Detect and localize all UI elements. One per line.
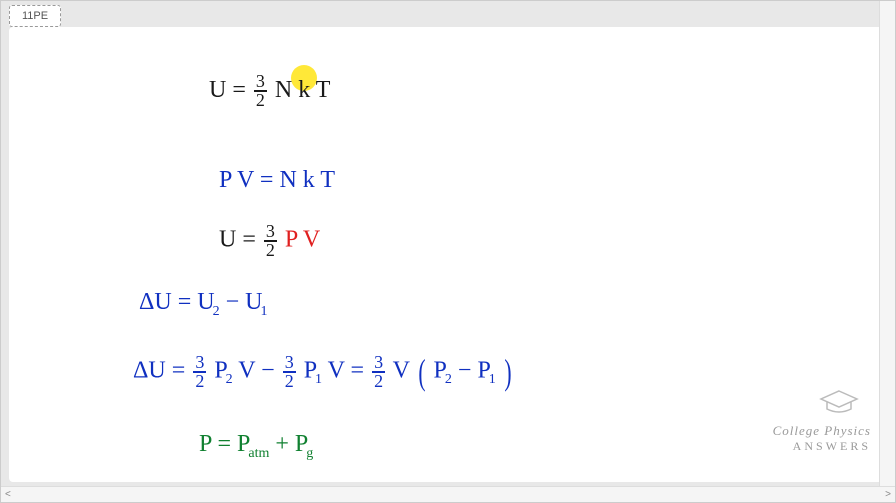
fraction-3-2: 3 2 <box>193 354 206 390</box>
eq4-p2: − U <box>226 289 263 315</box>
fraction-3-2: 3 2 <box>283 354 296 390</box>
fraction-3-2: 3 2 <box>372 354 385 390</box>
equation-6: P = Patm + Pg <box>199 431 313 462</box>
tab-label: 11PE <box>22 10 48 22</box>
eq4-sub2: 1 <box>261 304 268 319</box>
equation-3: U = 3 2 P V <box>219 223 320 259</box>
equation-1: U = 3 2 N k T <box>209 73 330 109</box>
watermark-line1: College Physics <box>773 423 871 439</box>
equation-5: ΔU = 3 2 P2 V − 3 2 P1 V = 3 2 V ( P2 − … <box>133 351 514 393</box>
vertical-scrollbar[interactable] <box>879 1 895 486</box>
eq5-sub1: 2 <box>226 372 233 387</box>
eq4-p1: ΔU = U <box>139 289 215 315</box>
eq5-sub3: 2 <box>445 372 452 387</box>
whiteboard-area: U = 3 2 N k T P V = N k T U = 3 2 P V ΔU… <box>9 27 887 482</box>
equation-4: ΔU = U2 − U1 <box>139 289 268 320</box>
eq6-p3: + P <box>275 431 308 457</box>
eq3-lhs: U = <box>219 227 256 253</box>
equation-2: P V = N k T <box>219 167 335 194</box>
eq6-sub2: g <box>306 446 313 461</box>
watermark-line2: ANSWERS <box>773 439 871 454</box>
eq1-rhs: N k T <box>275 77 331 103</box>
left-paren-icon: ( <box>418 351 425 393</box>
right-paren-icon: ) <box>504 351 511 393</box>
page-container: 11PE U = 3 2 N k T P V = N k T U = 3 2 P <box>0 0 896 503</box>
horizontal-scrollbar[interactable]: < > <box>1 486 895 502</box>
eq4-sub1: 2 <box>213 304 220 319</box>
eq2-text: P V = N k T <box>219 167 335 193</box>
eq1-lhs: U = <box>209 77 246 103</box>
eq3-pv: P V <box>285 227 320 253</box>
fraction-3-2: 3 2 <box>264 223 277 259</box>
watermark: College Physics ANSWERS <box>773 423 871 454</box>
eq6-p2: = P <box>217 431 250 457</box>
eq6-sub1: atm <box>248 446 269 461</box>
eq5-sub2: 1 <box>315 372 322 387</box>
scroll-right-icon[interactable]: > <box>885 489 891 500</box>
eq5-p8: − P <box>458 358 491 384</box>
eq5-sub4: 1 <box>489 372 496 387</box>
problem-tab[interactable]: 11PE <box>9 5 61 27</box>
eq6-p1: P <box>199 431 211 457</box>
scroll-left-icon[interactable]: < <box>5 489 11 500</box>
graduation-cap-icon <box>819 389 859 420</box>
eq5-p1: ΔU = <box>133 358 191 384</box>
eq5-p6: V <box>393 358 416 384</box>
eq5-p3: V − <box>238 358 280 384</box>
eq5-p5: V = <box>328 358 370 384</box>
fraction-3-2: 3 2 <box>254 73 267 109</box>
